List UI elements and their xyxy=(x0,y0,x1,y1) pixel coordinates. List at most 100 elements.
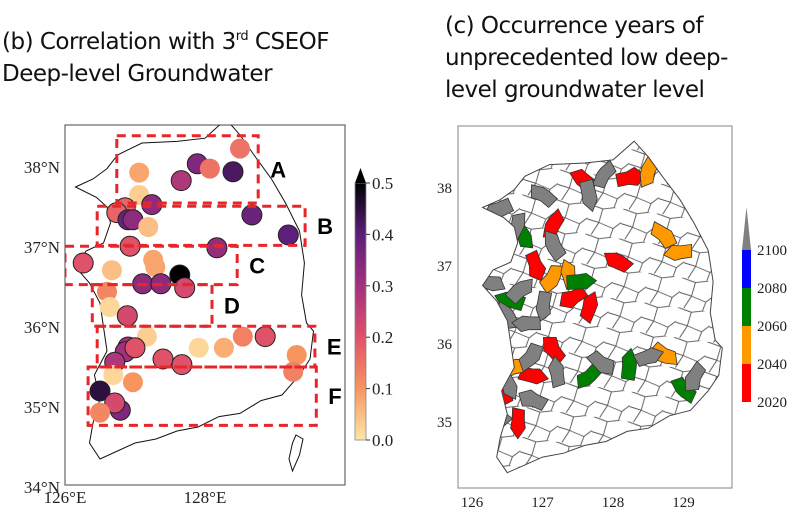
district-2020 xyxy=(603,252,635,273)
colorbar-tick-label: 0.2 xyxy=(372,328,393,347)
colorbar-tick-label: 2040 xyxy=(757,357,787,373)
region-box-d xyxy=(90,283,214,328)
correlation-colorbar: 0.0 0.1 0.2 0.3 0.4 0.5 xyxy=(354,168,394,450)
district-2060 xyxy=(566,272,598,290)
station-marker xyxy=(124,337,146,359)
district-2100 xyxy=(504,278,533,305)
district-fill-layer xyxy=(482,155,707,440)
colorbar-bar xyxy=(354,182,367,441)
district-2040 xyxy=(662,243,693,261)
region-box-a xyxy=(115,134,260,205)
panel-c-title-line2: unprecedented low deep- xyxy=(445,45,728,71)
district-2040 xyxy=(650,221,678,250)
colorbar-tick-label: 2080 xyxy=(757,281,787,297)
colorbar-tick-label: 2100 xyxy=(757,243,787,259)
district-2020 xyxy=(525,249,547,282)
district-2100 xyxy=(591,159,617,189)
lat-tick-label: 37°N xyxy=(24,238,60,257)
station-marker xyxy=(241,204,263,226)
district-2100 xyxy=(632,347,665,367)
district-2100 xyxy=(585,350,615,375)
district-2100 xyxy=(544,230,567,262)
colorbar-tick-label: 0.5 xyxy=(372,174,393,193)
lon-tick-label: 129 xyxy=(672,495,695,511)
panel-c-title: (c) Occurrence years of unprecedented lo… xyxy=(445,10,728,106)
district-2100 xyxy=(579,178,598,213)
lon-tick-label: 127 xyxy=(531,495,554,511)
district-2100 xyxy=(530,184,558,209)
lon-tick-label: 126°E xyxy=(44,488,87,507)
district-2100 xyxy=(535,290,553,322)
lon-axis: 126°E 128°E xyxy=(44,488,227,507)
lat-tick-label: 35 xyxy=(437,415,452,431)
station-marker xyxy=(129,162,150,183)
district-2100 xyxy=(684,360,707,392)
lat-tick-label: 38 xyxy=(437,181,452,197)
colorbar-tick-label: 0.0 xyxy=(372,431,393,450)
station-marker xyxy=(99,297,120,317)
island-outline xyxy=(288,434,304,473)
station-marker xyxy=(101,260,122,281)
station-marker xyxy=(152,348,174,370)
colorbar-tick-label: 0.3 xyxy=(372,277,393,296)
lat-tick-label: 34°N xyxy=(24,478,60,497)
station-marker xyxy=(145,257,166,277)
year-colorbar: 2020 2040 2060 2080 2100 xyxy=(742,207,787,411)
colorbar-segment xyxy=(742,364,751,402)
colorbar-tick-label: 0.4 xyxy=(372,225,394,244)
station-marker xyxy=(232,326,253,347)
lat-tick-label: 36°N xyxy=(24,318,60,337)
region-box-label: E xyxy=(327,335,342,360)
stations-layer xyxy=(72,138,307,423)
station-marker xyxy=(89,380,111,402)
colorbar-tick-label: 2020 xyxy=(757,395,787,411)
station-marker xyxy=(222,161,244,183)
station-marker xyxy=(286,345,307,365)
region-box-f xyxy=(86,365,318,427)
region-box-label: D xyxy=(224,293,240,318)
panel-b-title: (b) Correlation with 3rd CSEOF Deep-leve… xyxy=(2,26,329,90)
region-box-label: B xyxy=(317,214,333,239)
station-marker xyxy=(170,170,192,192)
district-2020 xyxy=(559,285,589,309)
lat-tick-label: 38°N xyxy=(24,158,60,177)
station-marker xyxy=(141,194,163,216)
station-marker xyxy=(104,392,126,414)
colorbar-segment xyxy=(742,250,751,288)
lon-tick-label: 126 xyxy=(461,495,484,511)
station-marker xyxy=(116,305,138,327)
panel-b-title-line1: (b) Correlation with 3rd CSEOF xyxy=(2,29,329,55)
panel-b-map: A B CD EF 34°N 35°N 36°N 37°N 38°N 126°E 128°E 0… xyxy=(24,124,394,507)
district-2020 xyxy=(517,366,549,385)
station-marker xyxy=(174,277,196,299)
station-marker xyxy=(188,337,209,358)
station-marker xyxy=(103,365,124,385)
panel-c-title-line1: (c) Occurrence years of xyxy=(445,13,703,39)
panel-c-title-line3: level groundwater level xyxy=(445,77,705,103)
station-marker xyxy=(72,252,94,274)
panel-b-title-line2: Deep-level Groundwater xyxy=(2,61,273,87)
station-marker xyxy=(254,326,276,348)
lat-tick-label: 36 xyxy=(437,337,453,353)
colorbar-extend-arrow xyxy=(742,207,751,250)
region-box-e xyxy=(95,324,317,369)
lat-axis: 34°N 35°N 36°N 37°N 38°N xyxy=(24,158,60,497)
district-2100 xyxy=(518,389,549,412)
station-marker xyxy=(138,217,159,237)
colorbar-segment xyxy=(742,288,751,326)
lat-axis: 35 36 37 38 xyxy=(437,181,453,431)
colorbar-segment xyxy=(742,326,751,364)
coastline xyxy=(481,140,723,474)
panel-c-map: 35 36 37 38 126 127 128 129 2020 2040 2060 2080 21… xyxy=(437,125,787,511)
district-2020 xyxy=(510,407,526,440)
region-boxes xyxy=(65,134,318,427)
station-marker xyxy=(283,361,304,382)
district-2100 xyxy=(511,315,542,332)
station-marker xyxy=(171,354,193,376)
district-2020 xyxy=(579,291,599,325)
colorbar-tick-label: 2060 xyxy=(757,319,787,335)
region-box-label: C xyxy=(249,253,265,278)
region-box-labels: A B CD EF xyxy=(224,157,342,409)
lon-tick-label: 128 xyxy=(602,495,625,511)
